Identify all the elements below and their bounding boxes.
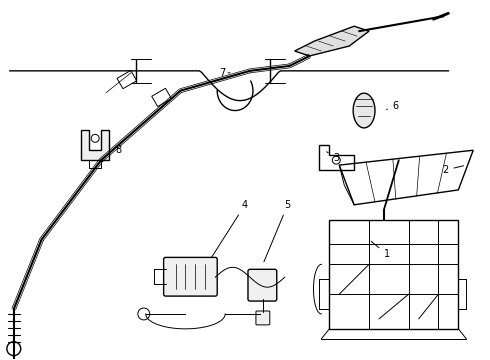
Bar: [152, 88, 172, 107]
Text: 5: 5: [264, 200, 291, 262]
Text: 6: 6: [387, 100, 399, 111]
Text: 1: 1: [371, 241, 390, 260]
Bar: [117, 71, 137, 89]
Ellipse shape: [353, 93, 375, 128]
Polygon shape: [294, 26, 369, 56]
FancyBboxPatch shape: [164, 257, 217, 296]
FancyBboxPatch shape: [248, 269, 277, 301]
Text: 7: 7: [219, 68, 230, 78]
Polygon shape: [81, 130, 109, 160]
Text: 2: 2: [442, 165, 464, 175]
Text: 4: 4: [212, 200, 248, 257]
Text: 8: 8: [109, 145, 121, 155]
FancyBboxPatch shape: [256, 311, 270, 325]
Text: 3: 3: [327, 152, 340, 163]
